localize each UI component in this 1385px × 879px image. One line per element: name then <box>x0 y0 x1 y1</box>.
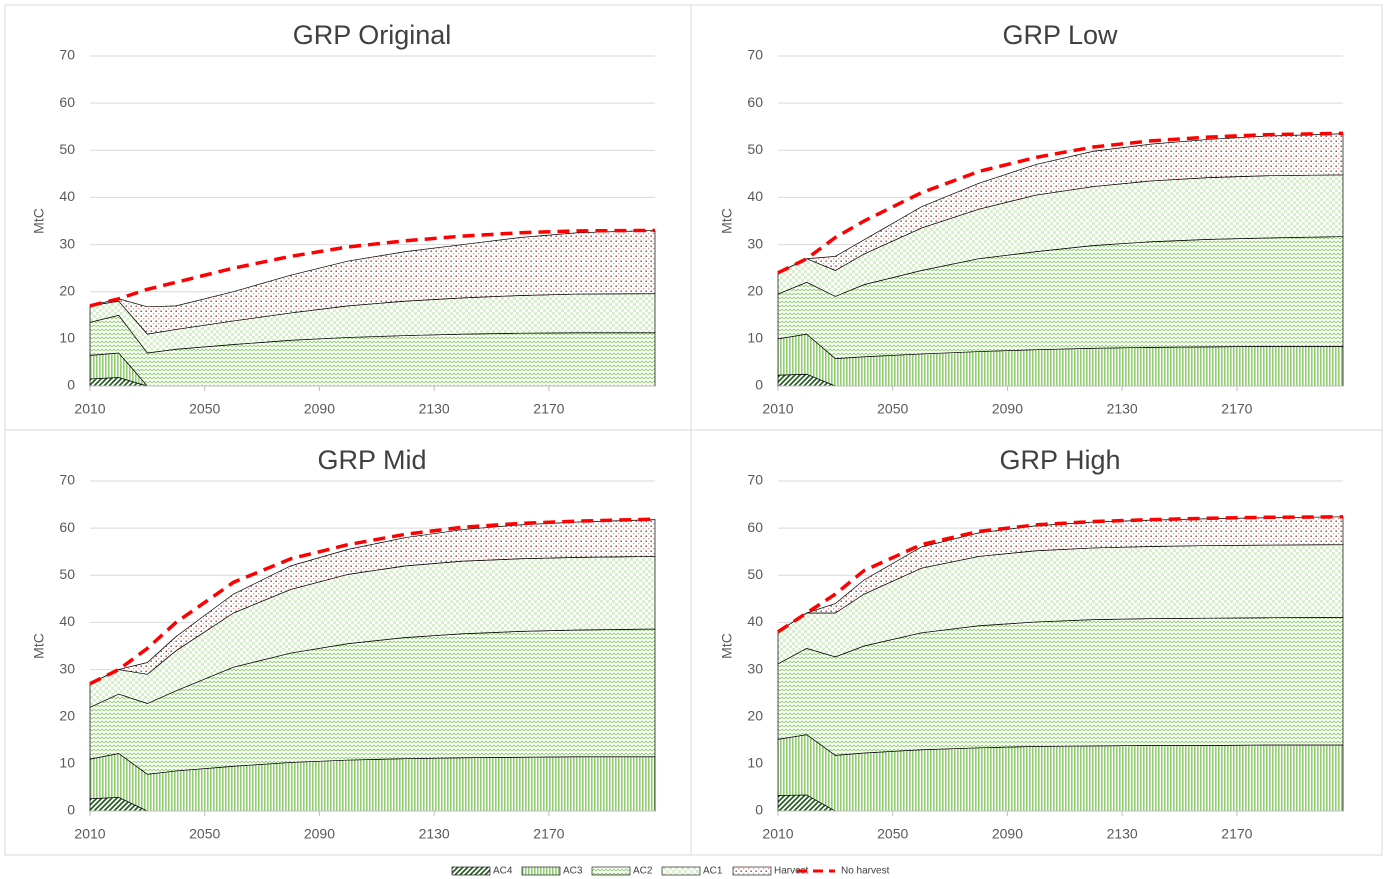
chart-title: GRP Low <box>1002 20 1118 50</box>
x-tick-label: 2010 <box>762 826 793 842</box>
x-tick-label: 2050 <box>189 826 220 842</box>
y-tick-label: 0 <box>67 377 75 393</box>
y-axis-label: MtC <box>719 208 735 234</box>
y-axis-label: MtC <box>719 633 735 659</box>
y-tick-label: 60 <box>747 519 763 535</box>
y-tick-label: 60 <box>747 94 763 110</box>
chart-title: GRP Mid <box>317 445 426 475</box>
x-tick-label: 2170 <box>533 826 564 842</box>
y-tick-label: 40 <box>59 188 75 204</box>
line-series <box>89 517 656 686</box>
chart-title: GRP High <box>999 445 1120 475</box>
x-tick-label: 2170 <box>1221 826 1252 842</box>
y-tick-label: 30 <box>747 660 763 676</box>
y-tick-label: 20 <box>747 282 763 298</box>
x-tick-label: 2050 <box>877 826 908 842</box>
y-tick-label: 10 <box>747 330 763 346</box>
y-tick-label: 20 <box>59 707 75 723</box>
area-series <box>89 230 656 335</box>
y-tick-label: 40 <box>747 188 763 204</box>
x-tick-label: 2170 <box>533 401 564 417</box>
x-tick-label: 2010 <box>74 826 105 842</box>
y-tick-label: 50 <box>747 141 763 157</box>
y-tick-label: 20 <box>747 707 763 723</box>
x-tick-label: 2170 <box>1221 401 1252 417</box>
legend-swatch <box>661 866 701 876</box>
x-tick-label: 2130 <box>1107 401 1138 417</box>
x-tick-label: 2090 <box>304 401 335 417</box>
legend-label: AC2 <box>633 866 653 877</box>
x-tick-label: 2010 <box>74 401 105 417</box>
y-tick-label: 50 <box>747 566 763 582</box>
x-tick-label: 2090 <box>992 401 1023 417</box>
area-series <box>89 519 656 685</box>
legend-label: AC4 <box>493 866 513 877</box>
y-tick-label: 10 <box>59 755 75 771</box>
y-tick-label: 40 <box>59 613 75 629</box>
y-tick-label: 20 <box>59 282 75 298</box>
legend-swatch <box>521 866 561 876</box>
y-tick-label: 70 <box>747 472 763 488</box>
y-axis-label: MtC <box>31 633 47 659</box>
legend-label: No harvest <box>841 866 890 877</box>
x-tick-label: 2130 <box>1107 826 1138 842</box>
x-tick-label: 2010 <box>762 401 793 417</box>
line-series <box>777 131 1344 275</box>
y-tick-label: 30 <box>747 235 763 251</box>
y-axis-label: MtC <box>31 208 47 234</box>
legend-swatch <box>451 866 491 876</box>
line-series <box>777 515 1344 634</box>
y-tick-label: 30 <box>59 235 75 251</box>
legend-swatch <box>591 866 631 876</box>
x-tick-label: 2090 <box>304 826 335 842</box>
y-tick-label: 10 <box>747 755 763 771</box>
y-tick-label: 70 <box>59 47 75 63</box>
y-tick-label: 10 <box>59 330 75 346</box>
legend-swatch <box>732 866 772 876</box>
area-series <box>777 516 1344 633</box>
y-tick-label: 0 <box>755 377 763 393</box>
x-tick-label: 2050 <box>877 401 908 417</box>
y-tick-label: 0 <box>67 802 75 818</box>
area-series <box>777 133 1344 274</box>
legend-label: AC1 <box>703 866 723 877</box>
y-tick-label: 70 <box>747 47 763 63</box>
line-series <box>89 228 656 308</box>
x-tick-label: 2130 <box>419 401 450 417</box>
x-tick-label: 2090 <box>992 826 1023 842</box>
y-tick-label: 0 <box>755 802 763 818</box>
y-tick-label: 50 <box>59 141 75 157</box>
y-tick-label: 70 <box>59 472 75 488</box>
legend-label: Harvest <box>774 866 809 877</box>
legend-label: AC3 <box>563 866 583 877</box>
x-tick-label: 2050 <box>189 401 220 417</box>
y-tick-label: 30 <box>59 660 75 676</box>
y-tick-label: 60 <box>59 519 75 535</box>
y-tick-label: 60 <box>59 94 75 110</box>
y-tick-label: 50 <box>59 566 75 582</box>
y-tick-label: 40 <box>747 613 763 629</box>
chart-title: GRP Original <box>293 20 452 50</box>
x-tick-label: 2130 <box>419 826 450 842</box>
